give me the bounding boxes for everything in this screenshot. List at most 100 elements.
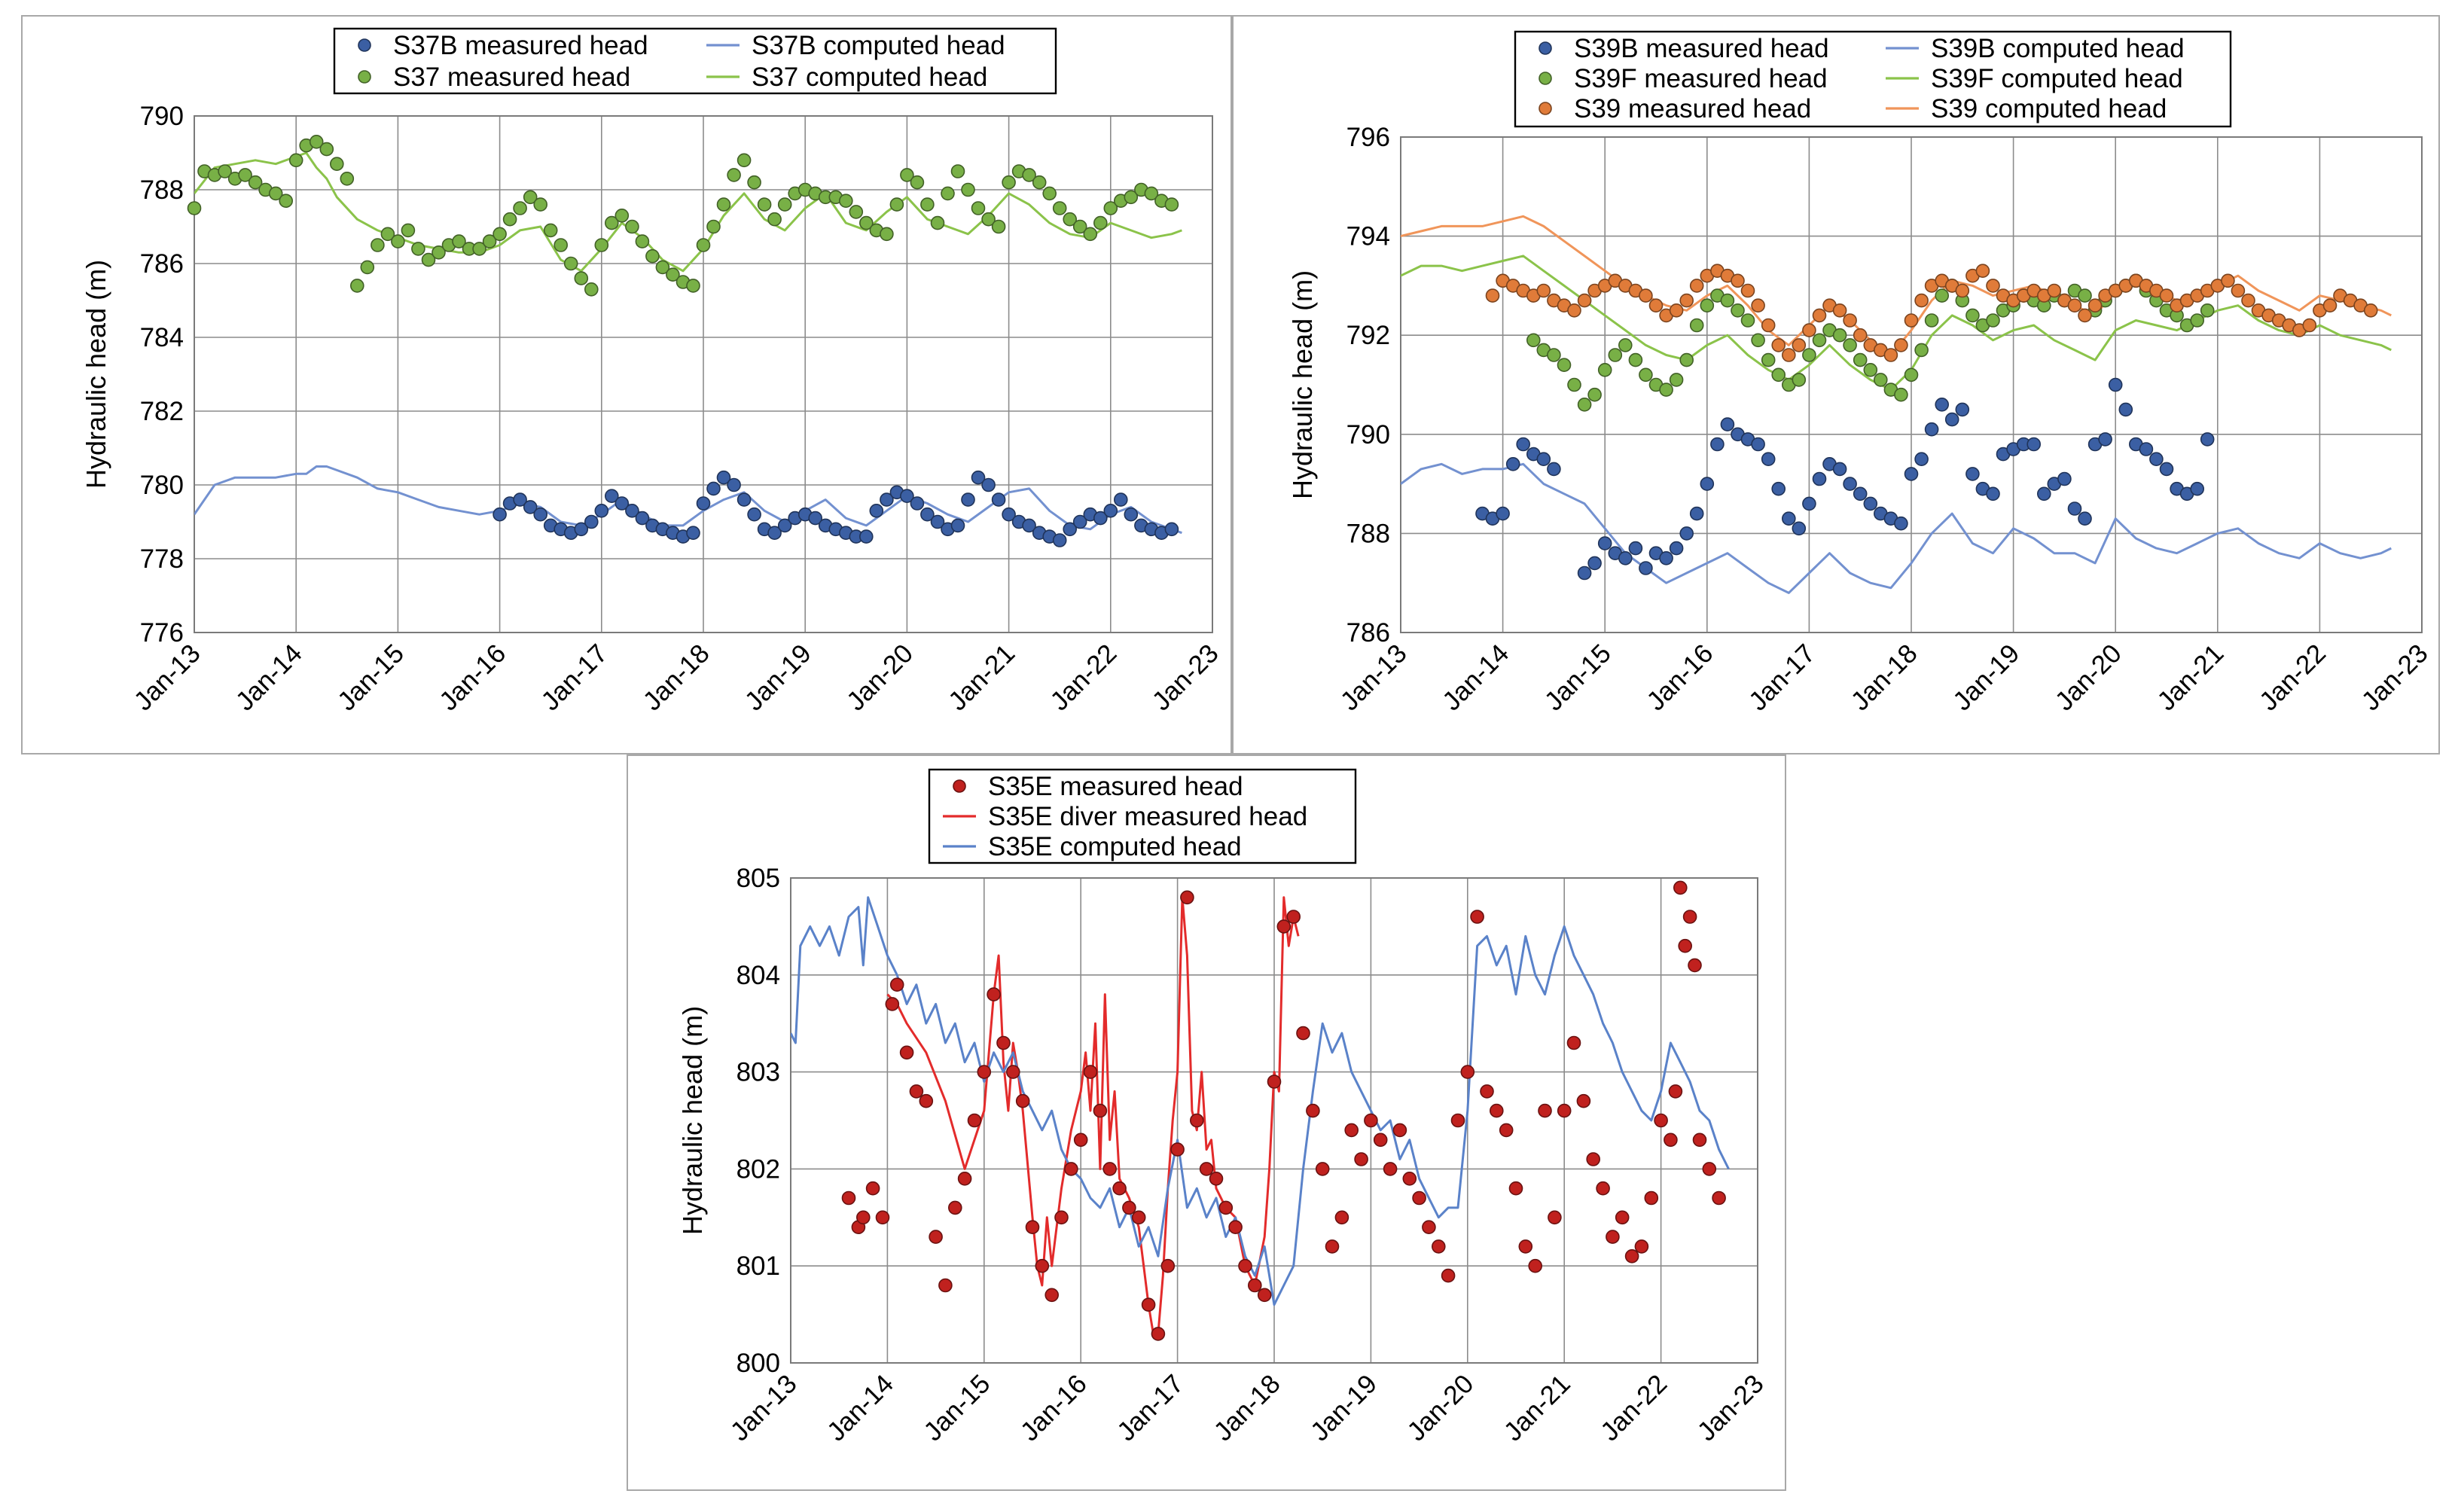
data-point	[2149, 452, 2164, 467]
data-point	[513, 492, 527, 507]
data-point	[1914, 452, 1929, 467]
data-point	[1669, 303, 1684, 318]
data-point	[1644, 1190, 1659, 1206]
x-tick-label: Jan-20	[841, 639, 919, 716]
x-tick-label: Jan-23	[2356, 639, 2433, 716]
data-point	[1700, 298, 1715, 313]
data-point	[1751, 437, 1765, 452]
data-point	[493, 507, 507, 522]
data-point	[1547, 348, 1561, 362]
data-point	[1547, 462, 1561, 477]
data-point	[1740, 313, 1755, 328]
data-point	[360, 260, 375, 275]
data-point	[947, 1200, 962, 1215]
data-point	[1678, 938, 1692, 953]
plot-area-frame	[194, 115, 1213, 633]
data-point	[1669, 373, 1684, 387]
legend-entry: S37B computed head	[706, 31, 1005, 60]
data-point	[1863, 362, 1878, 377]
data-point	[1761, 352, 1776, 367]
data-point	[1615, 1210, 1630, 1225]
series-line-s37-computed-head	[194, 151, 1182, 273]
data-point	[1597, 362, 1612, 377]
data-point	[1792, 521, 1807, 536]
data-point	[930, 514, 945, 529]
data-point	[875, 1210, 890, 1225]
data-point	[747, 507, 761, 522]
data-point	[1460, 1065, 1475, 1079]
line-series-layer	[194, 151, 1182, 535]
data-point	[1832, 328, 1847, 343]
legend-label: S37 computed head	[752, 62, 987, 92]
data-point	[1432, 1239, 1446, 1254]
data-point	[1276, 919, 1292, 934]
data-point	[1073, 1132, 1088, 1148]
data-point	[987, 987, 1001, 1001]
data-point	[1587, 556, 1602, 571]
data-point	[2047, 283, 2062, 298]
data-point	[1450, 1113, 1465, 1128]
series-points-s37-measured-head	[187, 135, 1179, 297]
data-point	[1731, 273, 1745, 288]
data-point	[432, 245, 446, 260]
data-point	[1199, 1162, 1214, 1176]
y-tick-label: 782	[140, 397, 184, 426]
data-point	[1761, 318, 1776, 333]
data-point	[1802, 348, 1816, 362]
data-point	[329, 157, 344, 171]
data-point	[1639, 561, 1653, 575]
data-point	[1577, 397, 1592, 412]
y-tick-label: 784	[140, 323, 184, 352]
data-point	[1904, 313, 1919, 328]
x-tick-label: Jan-22	[1595, 1369, 1673, 1446]
data-point	[910, 496, 925, 511]
data-point	[604, 489, 619, 504]
data-point	[2078, 511, 2092, 526]
x-tick-label: Jan-14	[230, 639, 308, 716]
data-point	[2159, 288, 2174, 303]
data-point	[1924, 313, 1939, 328]
data-point	[930, 215, 945, 230]
data-point	[686, 279, 700, 293]
data-point	[706, 481, 721, 496]
data-point	[1679, 526, 1694, 541]
data-point	[1257, 1288, 1272, 1303]
data-point	[1576, 1093, 1591, 1108]
data-point	[574, 522, 589, 537]
data-point	[880, 492, 894, 507]
data-point	[981, 477, 996, 492]
data-point	[2087, 298, 2103, 313]
y-tick-label: 786	[140, 249, 184, 279]
data-point	[996, 1035, 1011, 1050]
data-point	[625, 503, 639, 518]
y-tick-label: 790	[140, 102, 184, 131]
data-point	[900, 489, 914, 504]
data-point	[808, 511, 822, 526]
data-point	[1668, 1084, 1683, 1099]
data-point	[1122, 1200, 1136, 1215]
data-point	[885, 997, 900, 1011]
y-tick-label: 792	[1346, 321, 1390, 350]
data-point	[1802, 323, 1816, 337]
data-point	[841, 1190, 856, 1206]
gridlines	[790, 877, 1758, 1364]
x-tick-label: Jan-17	[1112, 1369, 1189, 1446]
data-point	[1689, 318, 1704, 333]
data-point	[1914, 293, 1929, 308]
data-point	[1863, 496, 1878, 511]
data-point	[1567, 303, 1581, 318]
data-point	[411, 242, 425, 256]
data-point	[855, 1210, 871, 1225]
gridlines	[194, 115, 1213, 633]
y-tick-label: 805	[736, 864, 780, 893]
data-point	[938, 1278, 953, 1293]
data-point	[1771, 481, 1786, 496]
data-point	[900, 168, 914, 182]
data-point	[1986, 313, 2000, 328]
data-point	[1296, 1026, 1310, 1041]
data-point	[777, 518, 792, 533]
legend-label: S35E diver measured head	[988, 802, 1307, 831]
y-axis-label: Hydraulic head (m)	[81, 260, 111, 489]
legend-label: S37B computed head	[752, 31, 1005, 60]
data-point	[1596, 1181, 1610, 1196]
